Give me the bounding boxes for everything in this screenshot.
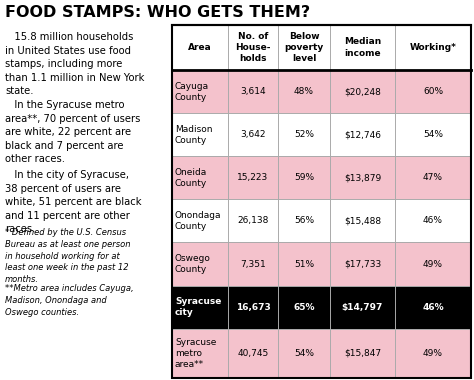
Text: 49%: 49% [423, 349, 443, 358]
Text: 48%: 48% [294, 87, 314, 96]
Text: Oswego
County: Oswego County [175, 254, 211, 274]
Text: 3,642: 3,642 [240, 130, 266, 139]
Text: Madison
County: Madison County [175, 125, 212, 145]
Text: 7,351: 7,351 [240, 260, 266, 269]
Text: **Metro area includes Cayuga,
Madison, Onondaga and
Oswego counties.: **Metro area includes Cayuga, Madison, O… [5, 284, 134, 317]
Bar [172, 242, 471, 286]
Bar [172, 156, 471, 200]
Text: 65%: 65% [293, 302, 315, 312]
Text: 16,673: 16,673 [236, 302, 270, 312]
Text: 52%: 52% [294, 130, 314, 139]
Text: 49%: 49% [423, 260, 443, 269]
Text: $15,847: $15,847 [344, 349, 381, 358]
Text: Syracuse
city: Syracuse city [175, 297, 221, 317]
Text: Working*: Working* [410, 43, 456, 52]
Text: In the city of Syracuse,
38 percent of users are
white, 51 percent are black
and: In the city of Syracuse, 38 percent of u… [5, 170, 142, 234]
Text: 40,745: 40,745 [237, 349, 269, 358]
Text: 3,614: 3,614 [240, 87, 266, 96]
Text: 26,138: 26,138 [237, 217, 269, 225]
Text: $12,746: $12,746 [344, 130, 381, 139]
Text: $13,879: $13,879 [344, 173, 381, 182]
Text: $17,733: $17,733 [344, 260, 381, 269]
Text: Area: Area [188, 43, 212, 52]
Text: 60%: 60% [423, 87, 443, 96]
Text: FOOD STAMPS: WHO GETS THEM?: FOOD STAMPS: WHO GETS THEM? [5, 5, 310, 20]
Text: 15.8 million households
in United States use food
stamps, including more
than 1.: 15.8 million households in United States… [5, 32, 145, 97]
Text: $15,488: $15,488 [344, 217, 381, 225]
Text: Oneida
County: Oneida County [175, 168, 207, 188]
Bar [172, 25, 471, 70]
Text: $14,797: $14,797 [342, 302, 383, 312]
Text: 59%: 59% [294, 173, 314, 182]
Text: No. of
House-
holds: No. of House- holds [235, 32, 271, 63]
Text: Onondaga
County: Onondaga County [175, 211, 221, 231]
Text: In the Syracuse metro
area**, 70 percent of users
are white, 22 percent are
blac: In the Syracuse metro area**, 70 percent… [5, 100, 140, 165]
Text: Cayuga
County: Cayuga County [175, 82, 209, 101]
Text: $20,248: $20,248 [344, 87, 381, 96]
Text: Below
poverty
level: Below poverty level [284, 32, 324, 63]
Bar [172, 329, 471, 378]
Bar [172, 113, 471, 156]
Bar [172, 286, 471, 329]
Text: 46%: 46% [423, 217, 443, 225]
Text: * Defined by the U.S. Census
Bureau as at least one person
in household working : * Defined by the U.S. Census Bureau as a… [5, 228, 130, 284]
Text: 51%: 51% [294, 260, 314, 269]
Text: Syracuse
metro
area**: Syracuse metro area** [175, 338, 216, 369]
Text: Median
income: Median income [344, 38, 381, 57]
Text: 47%: 47% [423, 173, 443, 182]
Text: 56%: 56% [294, 217, 314, 225]
Bar [172, 200, 471, 242]
Bar [172, 70, 471, 113]
Text: 46%: 46% [422, 302, 444, 312]
Text: 15,223: 15,223 [237, 173, 269, 182]
Text: 54%: 54% [294, 349, 314, 358]
Bar [172, 25, 471, 378]
Text: 54%: 54% [423, 130, 443, 139]
